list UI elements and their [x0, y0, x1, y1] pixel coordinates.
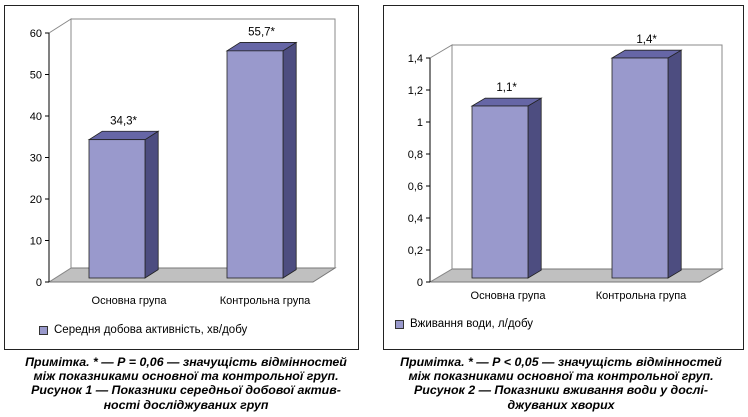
chart2-category-label: Основна група [471, 290, 547, 302]
chart2-y-tick-label: 0,2 [408, 245, 423, 257]
chart1-bar-side [144, 130, 159, 279]
legend-label: Вживання води, л/добу [410, 318, 534, 330]
chart1-side-wall [48, 18, 72, 283]
figure-caption-1: Примітка. * — Р = 0,06 — значущість відм… [0, 355, 372, 412]
legend-1: Середня добова активність, хв/добу [39, 324, 247, 336]
caption-line: Рисунок 1 — Показники середньої добової … [31, 383, 341, 398]
chart1-data-label: 55,7* [248, 26, 275, 38]
legend-2: Вживання води, л/добу [395, 318, 533, 330]
chart2-bar [471, 105, 529, 279]
chart1-bar [226, 50, 284, 279]
caption-line: Рисунок 2 — Показники вживання води у до… [414, 383, 708, 398]
chart2-data-label: 1,1* [496, 82, 517, 94]
bar-chart-1: 0 10 20 30 40 50 60 34,3* 55,7* Основна група Конт… [30, 18, 337, 307]
chart1-y-tick-label: 60 [30, 28, 42, 40]
chart2-y-tick-label: 0,6 [408, 181, 423, 193]
chart2-category-label: Контрольна група [596, 290, 687, 302]
bar-chart-2: 0 0,2 0,4 0,6 0,8 1 1,2 1,4 1,1* 1,4* Основна груп… [408, 34, 724, 302]
caption-line: Примітка. * — Р = 0,06 — значущість відм… [25, 355, 347, 369]
chart-frame-1: 0 10 20 30 40 50 60 34,3* 55,7* Основна група Конт… [4, 5, 359, 350]
chart1-category-label: Основна група [92, 295, 168, 307]
chart1-data-label: 34,3* [110, 115, 137, 127]
caption-line: між показниками основної та контрольної … [33, 369, 339, 384]
chart1-y-tick-label: 50 [30, 70, 42, 82]
chart1-y-tick-label: 10 [30, 236, 42, 248]
chart2-y-tick-label: 0 [417, 277, 423, 289]
chart-frame-2: 0 0,2 0,4 0,6 0,8 1 1,2 1,4 1,1* 1,4* Основна груп… [383, 5, 744, 350]
chart2-data-label: 1,4* [636, 34, 657, 46]
chart1-y-tick-label: 40 [30, 111, 42, 123]
chart2-bar-side [667, 49, 682, 279]
legend-label: Середня добова активність, хв/добу [54, 324, 248, 336]
legend-swatch-icon [395, 319, 404, 329]
caption-line: ності досліджуваних груп [103, 397, 269, 412]
caption-line: джуваних хворих [507, 397, 615, 412]
chart2-bar [611, 57, 669, 279]
chart1-y-tick-label: 20 [30, 194, 42, 206]
chart1-y-tick-label: 0 [36, 277, 42, 289]
chart2-y-tick-label: 0,8 [408, 149, 423, 161]
caption-line: між показниками основної та контрольної … [408, 369, 714, 384]
chart1-y-tick-label: 30 [30, 153, 42, 165]
chart2-bar-side [527, 97, 542, 279]
chart2-y-tick-label: 1,4 [408, 53, 423, 65]
chart1-category-label: Контрольна група [220, 295, 311, 307]
chart2-y-tick-label: 0,4 [408, 213, 423, 225]
figure-caption-2: Примітка. * — Р < 0,05 — значущість відм… [374, 355, 748, 412]
chart1-bar [88, 139, 146, 279]
chart2-side-wall [429, 44, 453, 283]
chart2-y-tick-label: 1,2 [408, 85, 423, 97]
caption-line: Примітка. * — Р < 0,05 — значущість відм… [400, 355, 722, 369]
legend-swatch-icon [39, 325, 48, 335]
chart2-y-tick-label: 1 [417, 117, 423, 129]
chart1-bar-side [282, 41, 297, 279]
